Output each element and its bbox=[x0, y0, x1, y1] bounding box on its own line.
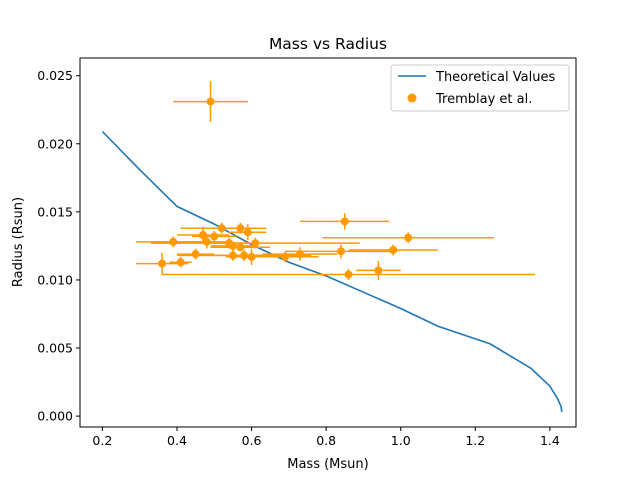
data-point bbox=[340, 217, 349, 226]
plot-area bbox=[101, 81, 563, 413]
data-point bbox=[236, 243, 245, 252]
data-point bbox=[281, 252, 290, 261]
data-point bbox=[176, 258, 185, 267]
data-point bbox=[206, 97, 215, 106]
x-tick-label: 0.8 bbox=[316, 433, 336, 448]
legend-box bbox=[390, 64, 570, 112]
data-point bbox=[210, 232, 219, 241]
y-axis-label: Radius (Rsun) bbox=[11, 197, 26, 287]
data-point bbox=[169, 237, 178, 246]
y-tick-label: 0.010 bbox=[37, 272, 73, 287]
data-point bbox=[228, 241, 237, 250]
data-point bbox=[389, 245, 398, 254]
x-tick-label: 0.4 bbox=[167, 433, 187, 448]
data-point bbox=[337, 247, 346, 256]
data-point bbox=[236, 224, 245, 233]
chart-title: Mass vs Radius bbox=[269, 35, 387, 53]
x-tick-label: 1.4 bbox=[540, 433, 560, 448]
y-tick-label: 0.025 bbox=[37, 68, 73, 83]
x-tick-label: 0.2 bbox=[92, 433, 112, 448]
data-point bbox=[199, 231, 208, 240]
y-tick-label: 0.005 bbox=[37, 341, 73, 356]
data-point bbox=[374, 266, 383, 275]
x-tick-label: 0.6 bbox=[242, 433, 262, 448]
x-tick-label: 1.2 bbox=[465, 433, 485, 448]
data-point bbox=[158, 259, 167, 268]
x-tick-label: 1.0 bbox=[391, 433, 411, 448]
x-axis-label: Mass (Msun) bbox=[287, 457, 368, 472]
y-tick-label: 0.015 bbox=[37, 204, 73, 219]
theoretical-values-line bbox=[101, 130, 563, 413]
data-point bbox=[344, 270, 353, 279]
data-point bbox=[191, 250, 200, 259]
legend-observed-swatch bbox=[407, 93, 417, 103]
legend-observed-label: Tremblay et al. bbox=[435, 92, 532, 107]
y-axis: 0.000 0.005 0.010 0.015 0.020 0.025 bbox=[37, 68, 80, 424]
y-tick-label: 0.000 bbox=[37, 409, 73, 424]
axes-frame bbox=[79, 57, 577, 428]
x-axis: 0.2 0.4 0.6 0.8 1.0 1.2 1.4 bbox=[92, 427, 560, 448]
legend: Theoretical Values Tremblay et al. bbox=[390, 64, 570, 112]
data-point bbox=[240, 251, 249, 260]
legend-theory-label: Theoretical Values bbox=[435, 70, 555, 85]
data-point bbox=[243, 228, 252, 237]
data-point bbox=[404, 233, 413, 242]
y-tick-label: 0.020 bbox=[37, 136, 73, 151]
